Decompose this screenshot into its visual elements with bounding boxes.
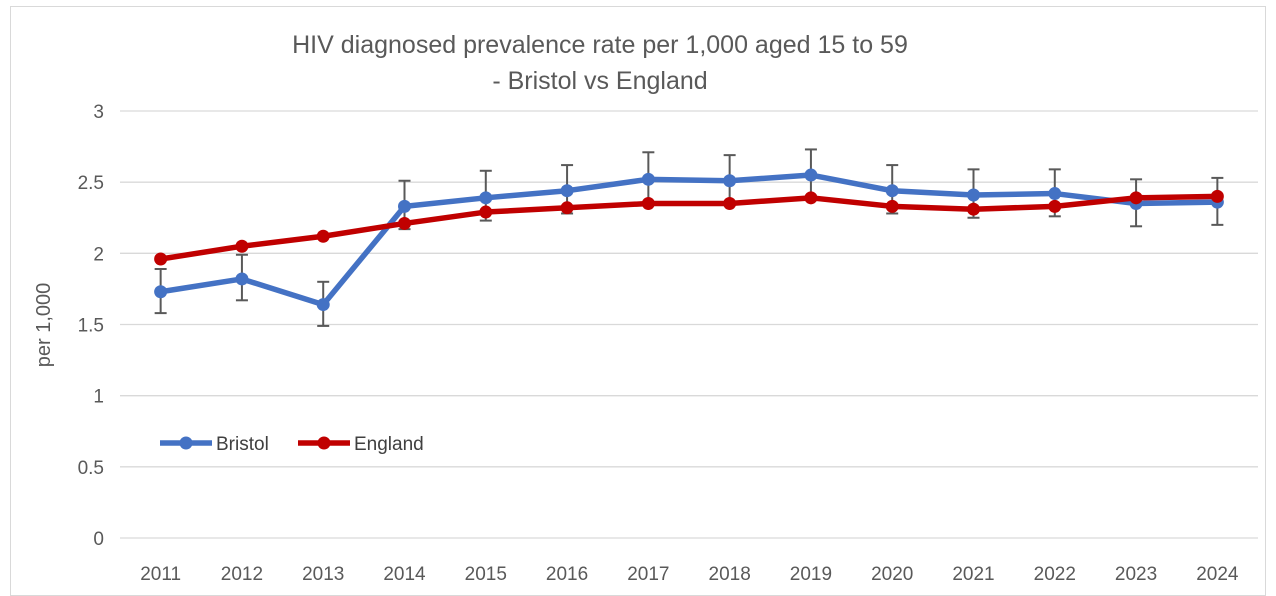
data-point — [723, 174, 737, 188]
chart-title: HIV diagnosed prevalence rate per 1,000 … — [292, 31, 908, 95]
data-point — [560, 184, 574, 198]
legend: Bristol England — [160, 434, 424, 455]
chart-title-line-1: HIV diagnosed prevalence rate per 1,000 … — [292, 31, 908, 59]
data-point — [235, 272, 249, 286]
y-axis-ticks: 0 0.5 1 1.5 2 2.5 3 — [78, 102, 104, 550]
x-tick-label: 2015 — [465, 564, 507, 584]
legend-entry-bristol: Bristol — [160, 434, 269, 455]
y-tick-label: 1 — [93, 387, 104, 408]
series-line — [160, 193, 1218, 262]
data-point — [967, 188, 980, 202]
gridlines — [120, 110, 1258, 539]
y-axis-title: per 1,000 — [33, 283, 55, 368]
y-tick-label: 2 — [93, 244, 104, 265]
x-tick-label: 2020 — [871, 564, 913, 584]
data-point — [1210, 189, 1224, 203]
x-tick-label: 2011 — [140, 564, 181, 584]
legend-marker — [179, 436, 193, 450]
data-point — [479, 205, 493, 219]
x-tick-label: 2014 — [383, 564, 426, 584]
y-tick-label: 0 — [93, 529, 104, 550]
series-line — [160, 172, 1218, 308]
data-point — [1048, 187, 1062, 201]
data-point — [560, 201, 574, 215]
legend-marker — [317, 436, 331, 450]
x-axis-ticks: 2011 2012 2013 2014 2015 2016 2017 2018 2019 2020… — [140, 564, 1239, 584]
chart-title-line-2: - Bristol vs England — [492, 67, 707, 95]
y-tick-label: 1.5 — [78, 316, 104, 337]
x-tick-label: 2023 — [1115, 564, 1157, 584]
data-point — [316, 298, 330, 312]
x-tick-label: 2016 — [546, 564, 588, 584]
legend-label: England — [354, 434, 424, 455]
x-tick-label: 2019 — [790, 564, 832, 584]
series-group — [154, 168, 1224, 312]
x-tick-label: 2024 — [1196, 564, 1239, 584]
data-point — [154, 252, 168, 266]
x-tick-label: 2018 — [709, 564, 751, 584]
data-point — [398, 216, 411, 230]
data-point — [641, 197, 655, 211]
y-tick-label: 3 — [93, 102, 104, 123]
x-tick-label: 2022 — [1034, 564, 1076, 584]
data-point — [398, 199, 411, 213]
x-tick-label: 2012 — [221, 564, 263, 584]
data-point — [1048, 199, 1062, 213]
y-tick-label: 0.5 — [78, 458, 104, 479]
series-bristol — [154, 168, 1224, 312]
legend-label: Bristol — [216, 434, 269, 455]
data-point — [479, 191, 493, 205]
legend-entry-england: England — [298, 434, 424, 455]
data-point — [235, 239, 249, 253]
x-tick-label: 2021 — [952, 564, 994, 584]
data-point — [641, 172, 655, 186]
data-point — [804, 191, 818, 205]
series-england — [154, 189, 1224, 266]
data-point — [885, 184, 899, 198]
y-tick-label: 2.5 — [78, 173, 104, 194]
x-tick-label: 2017 — [627, 564, 669, 584]
data-point — [804, 168, 818, 182]
data-point — [723, 197, 737, 211]
data-point — [1129, 191, 1143, 205]
data-point — [316, 229, 330, 243]
data-point — [967, 202, 980, 216]
x-tick-label: 2013 — [302, 564, 344, 584]
line-chart: 00.511.522.53 2011 2012 2013 2014 2015 2016 20… — [33, 31, 1258, 584]
data-point — [885, 199, 899, 213]
data-point — [154, 285, 168, 299]
